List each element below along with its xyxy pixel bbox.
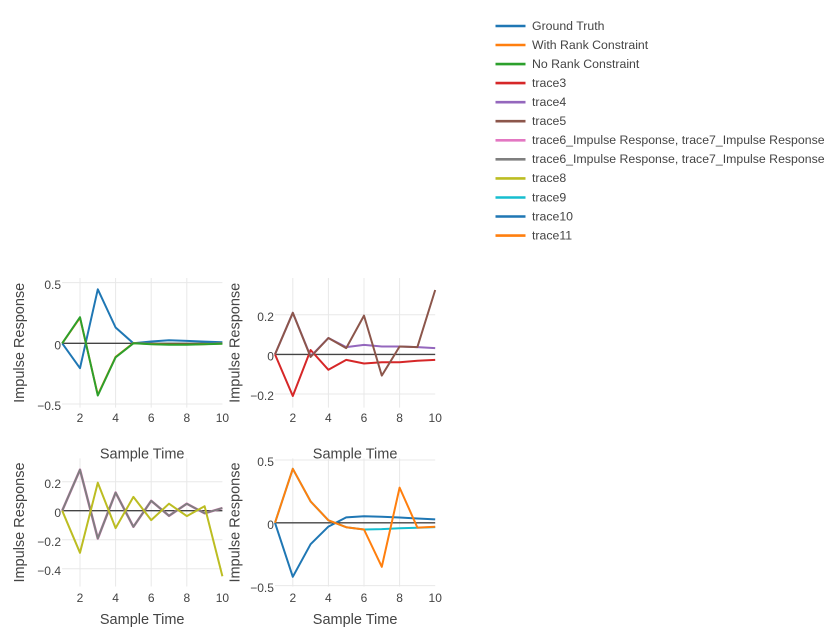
- svg-text:trace6_Impulse Response, trace: trace6_Impulse Response, trace7_Impulse …: [532, 133, 825, 147]
- svg-text:With Rank Constraint: With Rank Constraint: [532, 38, 649, 52]
- svg-text:Impulse Response: Impulse Response: [228, 462, 244, 582]
- svg-text:trace3: trace3: [532, 76, 566, 90]
- svg-text:trace5: trace5: [532, 114, 566, 128]
- svg-text:Sample Time: Sample Time: [313, 612, 398, 628]
- svg-text:−0.5: −0.5: [250, 581, 274, 595]
- svg-text:Impulse Response: Impulse Response: [12, 283, 28, 403]
- svg-text:Sample Time: Sample Time: [313, 446, 398, 462]
- svg-text:2: 2: [77, 411, 84, 425]
- svg-text:Sample Time: Sample Time: [100, 612, 185, 628]
- svg-text:4: 4: [325, 591, 332, 605]
- svg-text:0: 0: [54, 339, 61, 353]
- svg-text:8: 8: [183, 591, 190, 605]
- svg-text:8: 8: [396, 411, 403, 425]
- svg-text:0.2: 0.2: [44, 477, 61, 491]
- svg-text:4: 4: [325, 411, 332, 425]
- svg-text:trace9: trace9: [532, 190, 566, 204]
- svg-text:10: 10: [216, 591, 230, 605]
- svg-text:0.5: 0.5: [44, 278, 61, 292]
- svg-text:trace11: trace11: [532, 228, 572, 242]
- svg-text:10: 10: [216, 411, 230, 425]
- svg-text:6: 6: [361, 411, 368, 425]
- svg-text:10: 10: [429, 411, 443, 425]
- svg-text:2: 2: [77, 591, 84, 605]
- svg-text:Impulse Response: Impulse Response: [228, 283, 244, 403]
- svg-text:8: 8: [396, 591, 403, 605]
- svg-text:Sample Time: Sample Time: [100, 446, 185, 462]
- svg-text:Impulse Response: Impulse Response: [12, 462, 28, 582]
- svg-text:8: 8: [183, 411, 190, 425]
- svg-text:6: 6: [148, 411, 155, 425]
- svg-text:−0.5: −0.5: [37, 399, 61, 413]
- svg-text:−0.2: −0.2: [37, 535, 61, 549]
- svg-text:trace6_Impulse Response, trace: trace6_Impulse Response, trace7_Impulse …: [532, 152, 825, 166]
- svg-text:No Rank Constraint: No Rank Constraint: [532, 57, 640, 71]
- svg-text:6: 6: [361, 591, 368, 605]
- svg-text:−0.4: −0.4: [37, 564, 61, 578]
- svg-text:4: 4: [112, 411, 119, 425]
- svg-text:10: 10: [429, 591, 443, 605]
- svg-text:0: 0: [267, 350, 274, 364]
- svg-text:trace8: trace8: [532, 171, 566, 185]
- svg-text:0: 0: [267, 518, 274, 532]
- svg-text:0.5: 0.5: [257, 455, 274, 469]
- svg-text:2: 2: [289, 591, 296, 605]
- svg-text:0: 0: [54, 506, 61, 520]
- svg-text:6: 6: [148, 591, 155, 605]
- svg-text:Ground Truth: Ground Truth: [532, 19, 605, 33]
- svg-text:2: 2: [289, 411, 296, 425]
- svg-text:4: 4: [112, 591, 119, 605]
- svg-text:trace4: trace4: [532, 95, 566, 109]
- svg-text:trace10: trace10: [532, 209, 573, 223]
- svg-text:−0.2: −0.2: [250, 389, 274, 403]
- svg-text:0.2: 0.2: [257, 310, 274, 324]
